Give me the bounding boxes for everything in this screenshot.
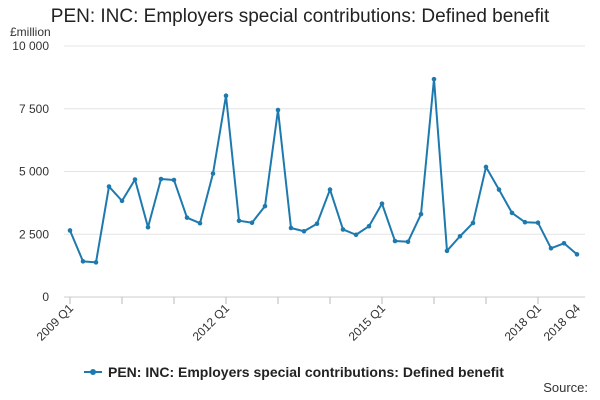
y-tick-label: 10 000 xyxy=(12,39,49,53)
data-point xyxy=(340,227,346,232)
data-point xyxy=(262,203,268,209)
data-point xyxy=(548,246,554,251)
data-point xyxy=(574,252,580,257)
y-axis: £million 0 2 500 5 000 7 500 10 000 xyxy=(10,25,51,304)
data-point xyxy=(522,219,528,225)
chart-title: PEN: INC: Employers special contribution… xyxy=(50,6,550,27)
legend-swatch xyxy=(84,366,102,378)
data-point xyxy=(184,215,190,220)
data-point xyxy=(301,228,307,234)
data-point xyxy=(379,201,385,206)
data-point xyxy=(119,198,125,204)
x-tick-label: 2018 Q1 xyxy=(502,301,545,344)
data-point xyxy=(314,221,320,227)
data-point xyxy=(483,164,489,170)
x-tick-label: 2015 Q1 xyxy=(346,301,389,344)
data-point xyxy=(470,220,476,226)
data-point xyxy=(288,225,294,231)
data-point xyxy=(106,184,112,189)
data-point xyxy=(392,238,398,244)
data-point xyxy=(236,218,242,223)
data-point xyxy=(535,220,541,226)
data-point xyxy=(457,233,463,239)
data-point xyxy=(405,239,411,245)
data-point xyxy=(132,177,138,182)
data-point xyxy=(431,76,437,82)
x-tick-label: 2012 Q1 xyxy=(190,301,233,344)
data-point xyxy=(561,240,567,246)
data-point xyxy=(275,107,281,113)
data-point xyxy=(210,171,216,176)
source-label: Source: xyxy=(543,380,588,395)
data-point xyxy=(496,187,502,192)
y-tick-label: 7 500 xyxy=(19,102,49,116)
x-tick-label: 2009 Q1 xyxy=(34,301,77,344)
data-point xyxy=(158,176,164,182)
series-group xyxy=(67,76,580,265)
data-point xyxy=(366,223,372,229)
data-point xyxy=(67,228,73,233)
data-point xyxy=(171,177,177,183)
data-point xyxy=(223,93,229,98)
legend: PEN: INC: Employers special contribution… xyxy=(84,364,504,380)
series-line xyxy=(69,78,578,264)
data-point xyxy=(444,248,450,254)
data-point xyxy=(93,260,99,265)
legend-label: PEN: INC: Employers special contribution… xyxy=(108,364,504,380)
x-tick-label: 2018 Q4 xyxy=(541,301,584,344)
data-point xyxy=(418,211,424,217)
gridlines xyxy=(64,45,585,298)
y-tick-label: 0 xyxy=(42,290,49,304)
y-tick-label: 2 500 xyxy=(19,227,49,241)
data-point xyxy=(353,232,359,238)
y-axis-label: £million xyxy=(10,25,51,39)
data-point xyxy=(249,220,255,226)
data-point xyxy=(145,224,151,230)
data-point xyxy=(80,259,86,264)
y-tick-label: 5 000 xyxy=(19,165,49,179)
data-point xyxy=(509,210,515,216)
data-point xyxy=(197,220,203,226)
data-point xyxy=(327,187,333,192)
